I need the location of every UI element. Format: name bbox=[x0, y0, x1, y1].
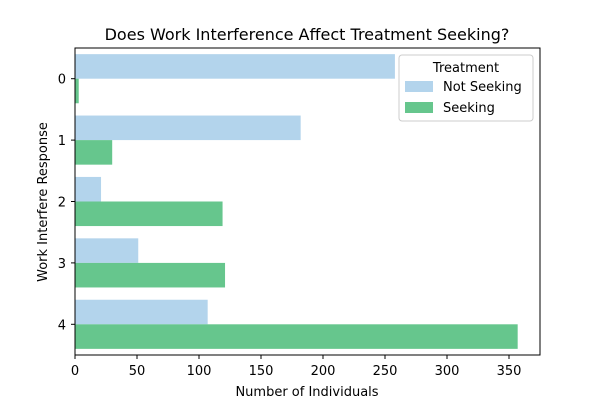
bar-seeking-2 bbox=[75, 201, 223, 227]
y-tick-label: 3 bbox=[58, 257, 66, 272]
bar-seeking-1 bbox=[75, 140, 113, 165]
legend-items: Not Seeking Seeking bbox=[405, 80, 522, 116]
legend-label-not-seeking: Not Seeking bbox=[443, 80, 522, 95]
legend-swatch-seeking bbox=[405, 102, 433, 113]
bar-not-seeking-4 bbox=[75, 299, 208, 325]
legend-title: Treatment bbox=[432, 61, 499, 76]
x-tick-label: 350 bbox=[497, 364, 522, 379]
y-tick-label: 1 bbox=[58, 134, 66, 149]
y-tick-label: 4 bbox=[58, 318, 66, 333]
bar-not-seeking-3 bbox=[75, 238, 139, 263]
y-tick-label: 2 bbox=[58, 196, 66, 211]
bar-not-seeking-0 bbox=[75, 54, 395, 79]
x-tick-label: 50 bbox=[129, 364, 146, 379]
x-tick-label: 300 bbox=[435, 364, 460, 379]
bars-layer bbox=[75, 54, 518, 349]
chart-title: Does Work Interference Affect Treatment … bbox=[105, 25, 510, 44]
x-tick-label: 100 bbox=[187, 364, 212, 379]
bar-seeking-4 bbox=[75, 324, 518, 349]
y-axis-label: Work Interfere Response bbox=[36, 122, 51, 282]
bar-not-seeking-1 bbox=[75, 115, 301, 141]
bar-seeking-0 bbox=[75, 78, 79, 104]
y-axis: 0 1 2 3 4 bbox=[58, 73, 75, 333]
y-tick-label: 0 bbox=[58, 73, 66, 88]
x-tick-label: 250 bbox=[373, 364, 398, 379]
x-axis-label: Number of Individuals bbox=[235, 385, 378, 400]
bar-seeking-3 bbox=[75, 262, 226, 288]
x-tick-label: 0 bbox=[71, 364, 79, 379]
legend: Treatment Not Seeking Seeking bbox=[398, 54, 534, 122]
bar-not-seeking-2 bbox=[75, 176, 102, 202]
x-tick-label: 200 bbox=[311, 364, 336, 379]
x-tick-label: 150 bbox=[249, 364, 274, 379]
legend-swatch-not-seeking bbox=[405, 81, 433, 92]
x-axis: 0 50 100 150 200 250 300 350 bbox=[71, 355, 522, 379]
legend-label-seeking: Seeking bbox=[443, 101, 495, 116]
